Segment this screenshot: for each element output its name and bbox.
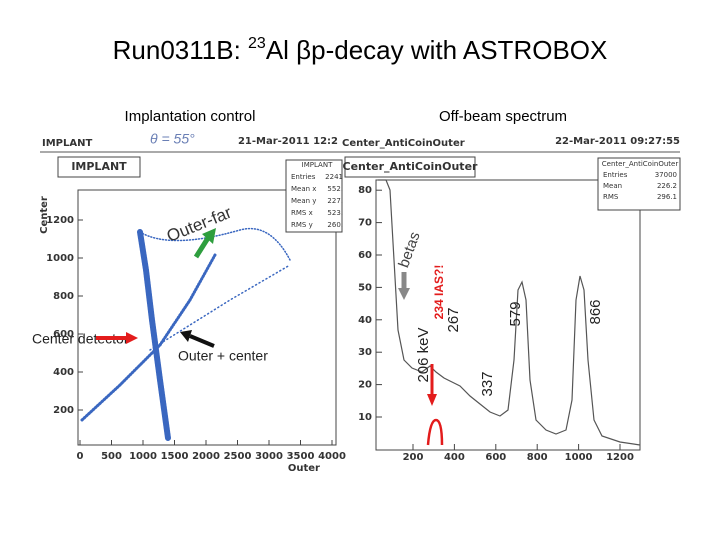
annotation: Center detector — [32, 331, 129, 347]
band-diagonal — [80, 253, 217, 422]
stats-label: RMS y — [291, 221, 313, 229]
y-tick-label: 1000 — [46, 253, 74, 264]
x-tick-label: 800 — [527, 452, 548, 463]
plot-title-box — [57, 156, 141, 178]
left-scan: IMPLANT 21-Mar-2011 12:2 θ = 55° IMPLANT… — [39, 131, 346, 474]
right-scan: Center_AntiCoinOuter 22-Mar-2011 09:27:5… — [340, 136, 681, 463]
annotation: 579 — [507, 301, 524, 326]
handwritten-note: θ = 55° — [150, 131, 195, 147]
title-rest: Al βp-decay with ASTROBOX — [266, 35, 608, 65]
title-mass: 23 — [248, 35, 266, 52]
x-tick-label: 200 — [403, 452, 424, 463]
arrow-head — [398, 288, 410, 300]
band-faint — [149, 264, 291, 351]
y-axis-label: Center — [39, 196, 50, 234]
left-heading: Implantation control — [125, 108, 256, 125]
y-tick-label: 70 — [358, 218, 372, 229]
stats-name: Center_AntiCoinOuter — [602, 160, 679, 168]
arrow — [193, 236, 211, 259]
right-heading: Off-beam spectrum — [439, 108, 567, 125]
annotation: 206 keV — [415, 327, 432, 382]
y-tick-label: 20 — [358, 380, 372, 391]
x-tick-label: 3500 — [287, 451, 315, 462]
scan-header: IMPLANT — [42, 138, 92, 149]
band-center — [137, 229, 171, 441]
stats-value: 260. — [327, 221, 343, 229]
stats-label: Mean x — [291, 185, 316, 193]
x-tick-label: 2500 — [224, 451, 252, 462]
y-tick-label: 80 — [358, 185, 372, 196]
x-tick-label: 4000 — [318, 451, 346, 462]
arrow-head — [126, 332, 138, 344]
stats-value: 2241 — [325, 173, 343, 181]
y-tick-label: 50 — [358, 282, 372, 293]
stats-value: 552. — [327, 185, 343, 193]
annotation: 337 — [479, 371, 496, 396]
x-tick-label: 1000 — [129, 451, 157, 462]
stats-label: Entries — [291, 173, 316, 181]
stats-value: 226.2 — [657, 182, 677, 190]
scan-date: 21-Mar-2011 12:2 — [238, 136, 338, 147]
stats-label: Mean y — [291, 197, 316, 205]
arrow — [189, 334, 215, 348]
stats-box — [597, 157, 681, 211]
stats-value: 523. — [327, 209, 343, 217]
stats-value: 296.1 — [657, 193, 677, 201]
y-tick-label: 40 — [358, 315, 372, 326]
y-tick-label: 10 — [358, 412, 372, 423]
plot-title-box — [344, 156, 476, 178]
stats-label: Mean — [603, 182, 622, 190]
x-axis-label: Outer — [288, 463, 320, 474]
stats-value: 227. — [327, 197, 343, 205]
stats-label: Entries — [603, 171, 628, 179]
annotation: Outer + center — [178, 348, 268, 364]
scan-date: 22-Mar-2011 09:27:55 — [555, 136, 680, 147]
y-tick-label: 1200 — [46, 215, 74, 226]
x-tick-label: 600 — [485, 452, 506, 463]
plot-title: Center_AntiCoinOuter — [343, 160, 479, 173]
arrow-head — [427, 394, 437, 406]
stats-label: RMS — [603, 193, 619, 201]
x-tick-label: 2000 — [192, 451, 220, 462]
x-tick-label: 500 — [101, 451, 122, 462]
y-tick-label: 400 — [53, 367, 74, 378]
stats-value: 37000 — [655, 171, 677, 179]
scan-header: Center_AntiCoinOuter — [342, 138, 465, 149]
x-tick-label: 1000 — [565, 452, 593, 463]
y-tick-label: 200 — [53, 405, 74, 416]
spectrum-trace — [378, 179, 641, 446]
annotation: 267 — [445, 307, 462, 332]
y-tick-label: 60 — [358, 250, 372, 261]
band-outer — [139, 227, 291, 261]
x-tick-label: 0 — [77, 451, 84, 462]
title-lead: Run0311B: — [113, 35, 248, 65]
x-tick-label: 3000 — [255, 451, 283, 462]
scatter-bands — [80, 227, 291, 441]
stats-box — [285, 159, 343, 233]
slide-title: Run0311B: 23Al βp-decay with ASTROBOX — [113, 35, 608, 65]
x-tick-label: 1500 — [161, 451, 189, 462]
arrow-head — [180, 330, 192, 342]
x-tick-label: 400 — [444, 452, 465, 463]
annotation: 866 — [587, 299, 604, 324]
y-tick-label: 600 — [53, 329, 74, 340]
plot-title: IMPLANT — [71, 160, 127, 173]
peak-marker — [426, 418, 444, 446]
y-tick-label: 800 — [53, 291, 74, 302]
arrow-head — [202, 228, 216, 244]
x-tick-label: 1200 — [606, 452, 634, 463]
y-tick-label: 30 — [358, 347, 372, 358]
stats-name: IMPLANT — [302, 161, 333, 169]
stats-label: RMS x — [291, 209, 313, 217]
annotation: 234 IAS?! — [432, 265, 446, 320]
